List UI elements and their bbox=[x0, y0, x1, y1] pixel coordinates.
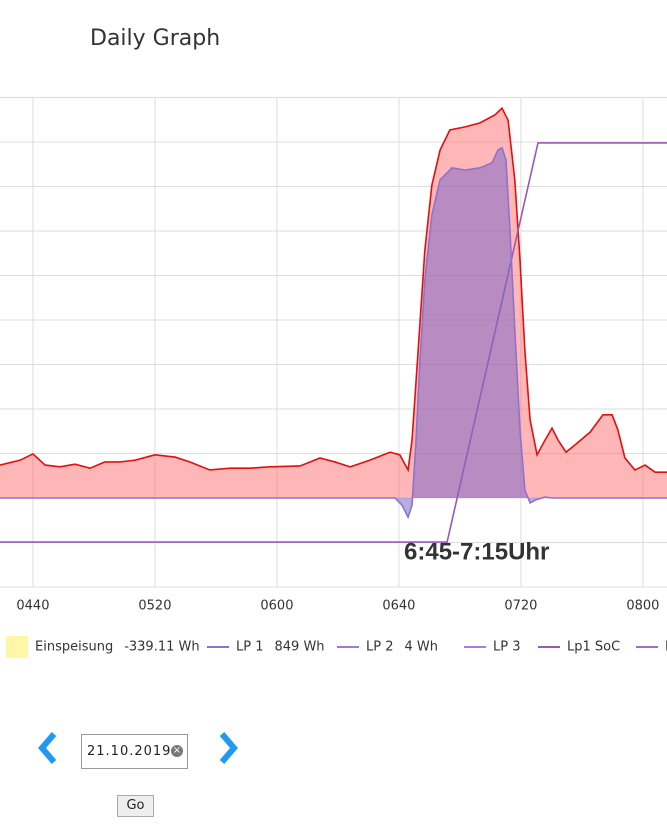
area-fill bbox=[0, 108, 667, 499]
legend-total: 849 Wh bbox=[275, 640, 325, 655]
date-input[interactable]: 21.10.2019 × bbox=[81, 734, 188, 769]
legend-total: 4 Wh bbox=[405, 640, 439, 655]
x-tick-label: 0520 bbox=[138, 599, 171, 614]
series-line bbox=[0, 106, 667, 473]
x-tick-label: 0640 bbox=[382, 599, 415, 614]
legend-label: Lp1 SoC bbox=[567, 640, 620, 655]
area-fill bbox=[0, 147, 667, 518]
x-tick-label: 0720 bbox=[504, 599, 537, 614]
chart: 0440 0520 0600 0640 0720 0800 6:45-7:15Uhr Eins… bbox=[0, 97, 667, 658]
clear-date[interactable]: × bbox=[171, 745, 183, 757]
legend-label: LP 3 bbox=[493, 640, 521, 655]
legend-swatch bbox=[6, 636, 28, 658]
series-line bbox=[0, 146, 667, 520]
legend-total: -339.11 Wh bbox=[124, 640, 199, 655]
legend-label: LP 1 bbox=[236, 640, 264, 655]
go-button[interactable]: Go bbox=[117, 795, 154, 817]
legend-label: L bbox=[665, 640, 667, 655]
x-tick-label: 0800 bbox=[626, 599, 659, 614]
annotation: 6:45-7:15Uhr bbox=[404, 538, 549, 565]
next-day-button[interactable] bbox=[212, 728, 242, 768]
date-value: 21.10.2019 bbox=[87, 744, 172, 759]
legend-label: LP 2 bbox=[366, 640, 394, 655]
x-tick-label: 0600 bbox=[260, 599, 293, 614]
legend-label: Einspeisung bbox=[35, 640, 113, 655]
prev-day-button[interactable] bbox=[34, 728, 64, 768]
x-tick-label: 0440 bbox=[16, 599, 49, 614]
chart-title: Daily Graph bbox=[90, 26, 221, 51]
